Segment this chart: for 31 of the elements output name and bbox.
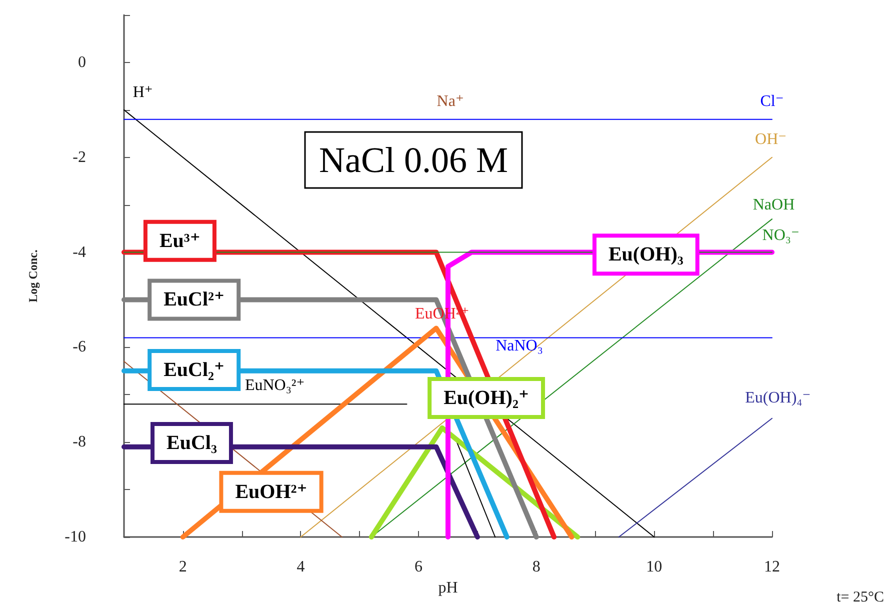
series-label: Eu³⁺: [159, 230, 200, 252]
text: t= 25°C: [836, 590, 884, 606]
series-label: Eu(OH)₂⁺: [444, 386, 530, 409]
series-label: EuCl²⁺: [164, 288, 225, 311]
series-label: OH⁻: [755, 130, 787, 148]
series-label: Cl⁻: [760, 92, 784, 110]
y-axis-title: Log Conc.: [26, 250, 40, 302]
y-tick-label: 0: [78, 54, 86, 71]
series-label: Eu(OH)₄⁻: [745, 389, 811, 406]
x-tick-label: 10: [646, 558, 662, 576]
x-tick-label: 6: [414, 558, 423, 576]
y-tick-label: -8: [72, 434, 86, 451]
y-tick-label: -2: [72, 148, 86, 166]
x-tick-label: 8: [532, 558, 540, 576]
y-tick-label: -4: [72, 244, 86, 261]
series-label: Eu(OH)₃: [608, 244, 684, 266]
series-label: EuCl₃: [166, 432, 217, 454]
series-label: H⁺: [132, 84, 153, 101]
x-axis-title: pH: [438, 579, 458, 596]
series-label: EuOH²⁺: [235, 480, 308, 503]
annotation: Na⁺: [436, 92, 464, 110]
x-tick-label: 4: [296, 558, 305, 576]
x-tick-label: 12: [764, 558, 780, 576]
text: NaCl 0.06 M: [319, 140, 508, 180]
x-tick-label: 2: [178, 558, 187, 576]
y-tick-label: -6: [72, 338, 86, 356]
series-label: NO₃⁻: [762, 227, 800, 244]
y-tick-label: -10: [64, 528, 86, 546]
series-label: EuNO₃²⁺: [244, 377, 305, 394]
series-label: NaOH: [752, 196, 796, 214]
series-label: EuCl₂⁺: [164, 358, 225, 381]
